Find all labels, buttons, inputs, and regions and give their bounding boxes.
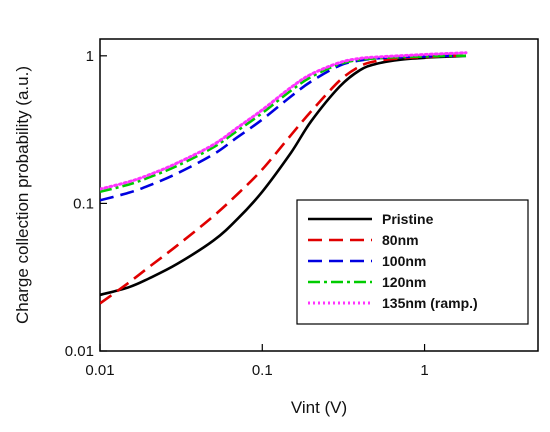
y-tick-label: 0.01 [65,343,94,360]
series-line-3 [100,54,467,193]
x-axis-title: Vint (V) [291,398,347,417]
axis-ticks: 0.01 0.1 1 0.01 0.1 1 [65,48,429,379]
x-tick-label: 0.01 [85,362,114,379]
series-line-4 [100,51,468,191]
y-tick-label: 1 [86,48,94,65]
x-tick-label: 0.1 [252,362,273,379]
legend-label: 135nm (ramp.) [382,295,478,311]
legend-label: 120nm [382,274,426,290]
series-line-2 [100,54,467,202]
series-layer [100,51,468,305]
legend: Pristine 80nm 100nm 120nm 135nm (ramp.) [296,199,529,325]
y-axis-title: Charge collection probability (a.u.) [13,66,32,324]
legend-label: 80nm [382,232,419,248]
y-tick-label: 0.1 [73,195,94,212]
x-tick-label: 1 [420,362,428,379]
legend-label: 100nm [382,253,426,269]
legend-label: Pristine [382,211,434,227]
